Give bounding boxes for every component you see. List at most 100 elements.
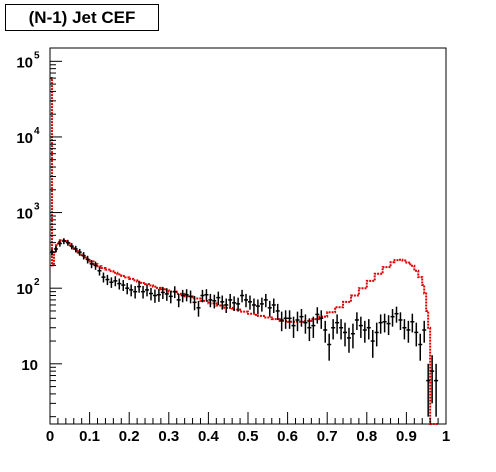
data-point [255,299,260,315]
data-point [370,329,375,358]
data-point [426,363,431,417]
data-point [196,300,201,317]
data-point [339,319,344,340]
data-point [402,319,407,340]
x-tick-label: 1 [442,428,450,445]
data-point [251,298,256,313]
data-point [89,259,94,269]
data-point [287,310,292,329]
data-point [61,238,66,245]
data-point [259,297,264,312]
x-tick-label: 0.9 [396,428,417,445]
x-tick-label: 0.6 [277,428,298,445]
data-point [319,310,324,329]
data-point [228,293,233,308]
data-point [323,320,328,343]
data-point [386,315,391,336]
data-point [343,322,348,347]
data-point [331,319,336,340]
data-point [335,314,340,334]
data-point [77,248,82,256]
y-tick-label: 10 [16,206,33,223]
data-point [133,285,138,299]
data-point [216,291,221,305]
data-point [378,314,383,334]
red-histogram-line [50,77,439,425]
data-point [212,294,217,309]
data-point [346,327,351,353]
plot-frame [49,47,447,425]
data-point [374,322,379,347]
data-point [109,277,114,288]
data-point [129,284,134,297]
data-point [184,289,189,302]
data-point [220,295,225,310]
data-point [350,323,355,349]
y-tick-label: 10 [16,281,33,298]
data-point [105,274,110,286]
data-point [148,287,153,301]
data-point [247,295,252,310]
data-point [291,316,296,338]
x-tick-label: 0.8 [356,428,377,445]
data-point [236,297,241,312]
data-point [327,333,332,361]
x-tick-label: 0.1 [79,428,100,445]
data-point [204,289,209,302]
data-point [172,286,177,299]
data-point [263,293,268,308]
data-point [244,293,249,308]
data-point [362,320,367,343]
x-tick-label: 0.2 [119,428,140,445]
x-tick-label: 0.3 [158,428,179,445]
data-point [160,286,165,299]
data-point [152,289,157,303]
data-point [121,280,126,291]
data-point [271,298,276,313]
data-point [65,239,70,246]
data-point [156,288,161,302]
data-point [180,289,185,303]
y-tick-exponent: 3 [34,202,40,213]
data-point [267,300,272,317]
data-point [208,293,213,308]
data-point [279,311,284,332]
data-point [137,281,142,293]
data-point [141,285,146,299]
data-point [93,261,98,270]
chart-title: (N-1) Jet CEF [28,7,136,27]
data-point [390,309,395,327]
data-point [354,312,359,330]
data-point [406,320,411,343]
data-point [97,266,102,276]
data-point [311,316,316,338]
x-tick-label: 0.7 [317,428,338,445]
data-point [382,313,387,333]
data-point [240,289,245,303]
data-point [422,320,427,343]
data-point [275,303,280,320]
data-point [101,272,106,283]
data-point [117,278,122,290]
y-tick-exponent: 4 [34,126,40,137]
data-point [366,319,371,340]
y-tick-label: 10 [21,357,38,374]
black-data-points-series [49,238,439,417]
red-histogram-series [50,77,439,425]
data-point [125,283,130,295]
data-point [192,295,197,311]
data-point [315,307,320,324]
data-point [430,355,435,404]
data-point [188,290,193,304]
data-point [394,306,399,323]
data-point [145,284,150,297]
data-point [303,314,308,334]
data-point [414,322,419,347]
data-point [283,310,288,329]
y-tick-exponent: 5 [34,50,40,61]
data-point [307,318,312,342]
data-point [232,296,237,311]
data-point [224,298,229,313]
